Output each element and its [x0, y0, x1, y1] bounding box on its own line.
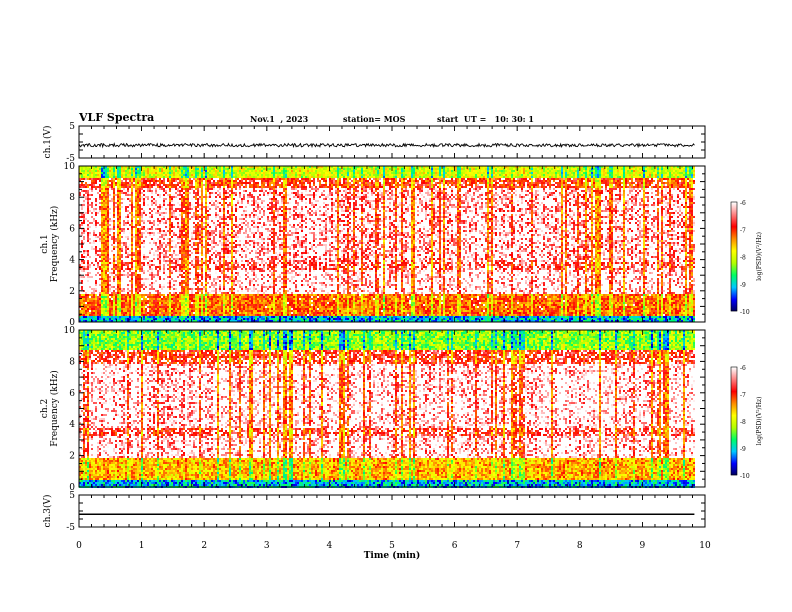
ch1-colorbar-tick-3: -9: [740, 282, 746, 289]
ch2-colorbar-tick-0: -6: [740, 365, 746, 372]
vlf-spectra-figure: 5-5ch.1(V)5-5ch.3(V)0246810ch.1 Frequency…: [0, 0, 792, 612]
ch2-colorbar-tick-3: -9: [740, 446, 746, 453]
x-tick-4: 4: [327, 541, 333, 551]
ch2-colorbar-label: log(PSD)(V²/Hz): [756, 397, 763, 446]
ch1-spectrogram-ytick-4: 8: [69, 193, 75, 203]
x-minor-ticks-1: [79, 126, 705, 158]
ch1-trace-ytick-0: 5: [69, 122, 75, 132]
ch1-spectrogram-ytick-3: 6: [69, 224, 75, 234]
x-tick-3: 3: [264, 541, 270, 551]
x-tick-7: 7: [514, 541, 520, 551]
ch2-spectrogram-ytick-3: 6: [69, 389, 75, 399]
ch1-colorbar-label: log(PSD)(V²/Hz): [756, 232, 763, 281]
ch1-trace: [79, 144, 694, 147]
x-tick-5: 5: [389, 541, 395, 551]
ch1-colorbar-tick-2: -8: [740, 255, 746, 262]
ch1-spectrogram-ytick-5: 10: [64, 162, 76, 172]
x-tick-9: 9: [640, 541, 646, 551]
x-tick-0: 0: [76, 541, 82, 551]
ch1-spectrogram-ytick-1: 2: [69, 287, 75, 297]
ch1-colorbar-tick-4: -10: [740, 309, 750, 316]
ch2-spectrogram-ylabel-channel: ch.2: [40, 399, 50, 418]
x-tick-8: 8: [577, 541, 583, 551]
ch2-spectrogram-ytick-4: 8: [69, 357, 75, 367]
ch2-spectrogram-ytick-1: 2: [69, 452, 75, 462]
ch2-spectrogram-ytick-5: 10: [64, 326, 76, 336]
ch2-spectrogram-ylabel-freq: Frequency (kHz): [49, 370, 60, 447]
ch2-spectrogram-cells: [79, 330, 695, 488]
ch1-spectrogram-ylabel-freq: Frequency (kHz): [49, 206, 60, 283]
ch2-spectrogram-ytick-0: 0: [69, 483, 75, 493]
ch2-colorbar-tick-4: -10: [740, 473, 750, 480]
ch1-spectrogram-ylabel-channel: ch.1: [40, 234, 50, 253]
ch1-spectrogram-ytick-2: 4: [69, 256, 75, 266]
x-tick-10: 10: [699, 541, 711, 551]
x-minor-ticks-4: [79, 495, 705, 527]
ch1-colorbar-tick-0: -6: [740, 200, 746, 207]
ch1-colorbar-tick-1: -7: [740, 227, 746, 234]
ch3-trace-ytick-1: -5: [66, 523, 75, 533]
ch2-colorbar-tick-2: -8: [740, 419, 746, 426]
ch2-colorbar-tick-1: -7: [740, 392, 746, 399]
x-tick-2: 2: [201, 541, 207, 551]
x-tick-1: 1: [139, 541, 145, 551]
ch1-spectrogram-cells: [79, 166, 695, 322]
ch1-colorbar: [731, 202, 737, 311]
ch3-trace-ylabel: ch.3(V): [42, 495, 53, 528]
x-axis-label: Time (min): [364, 550, 421, 561]
ch2-spectrogram-ytick-2: 4: [69, 420, 75, 430]
ch1-trace-ylabel: ch.1(V): [42, 126, 53, 159]
x-tick-6: 6: [452, 541, 458, 551]
ch2-colorbar: [731, 367, 737, 475]
